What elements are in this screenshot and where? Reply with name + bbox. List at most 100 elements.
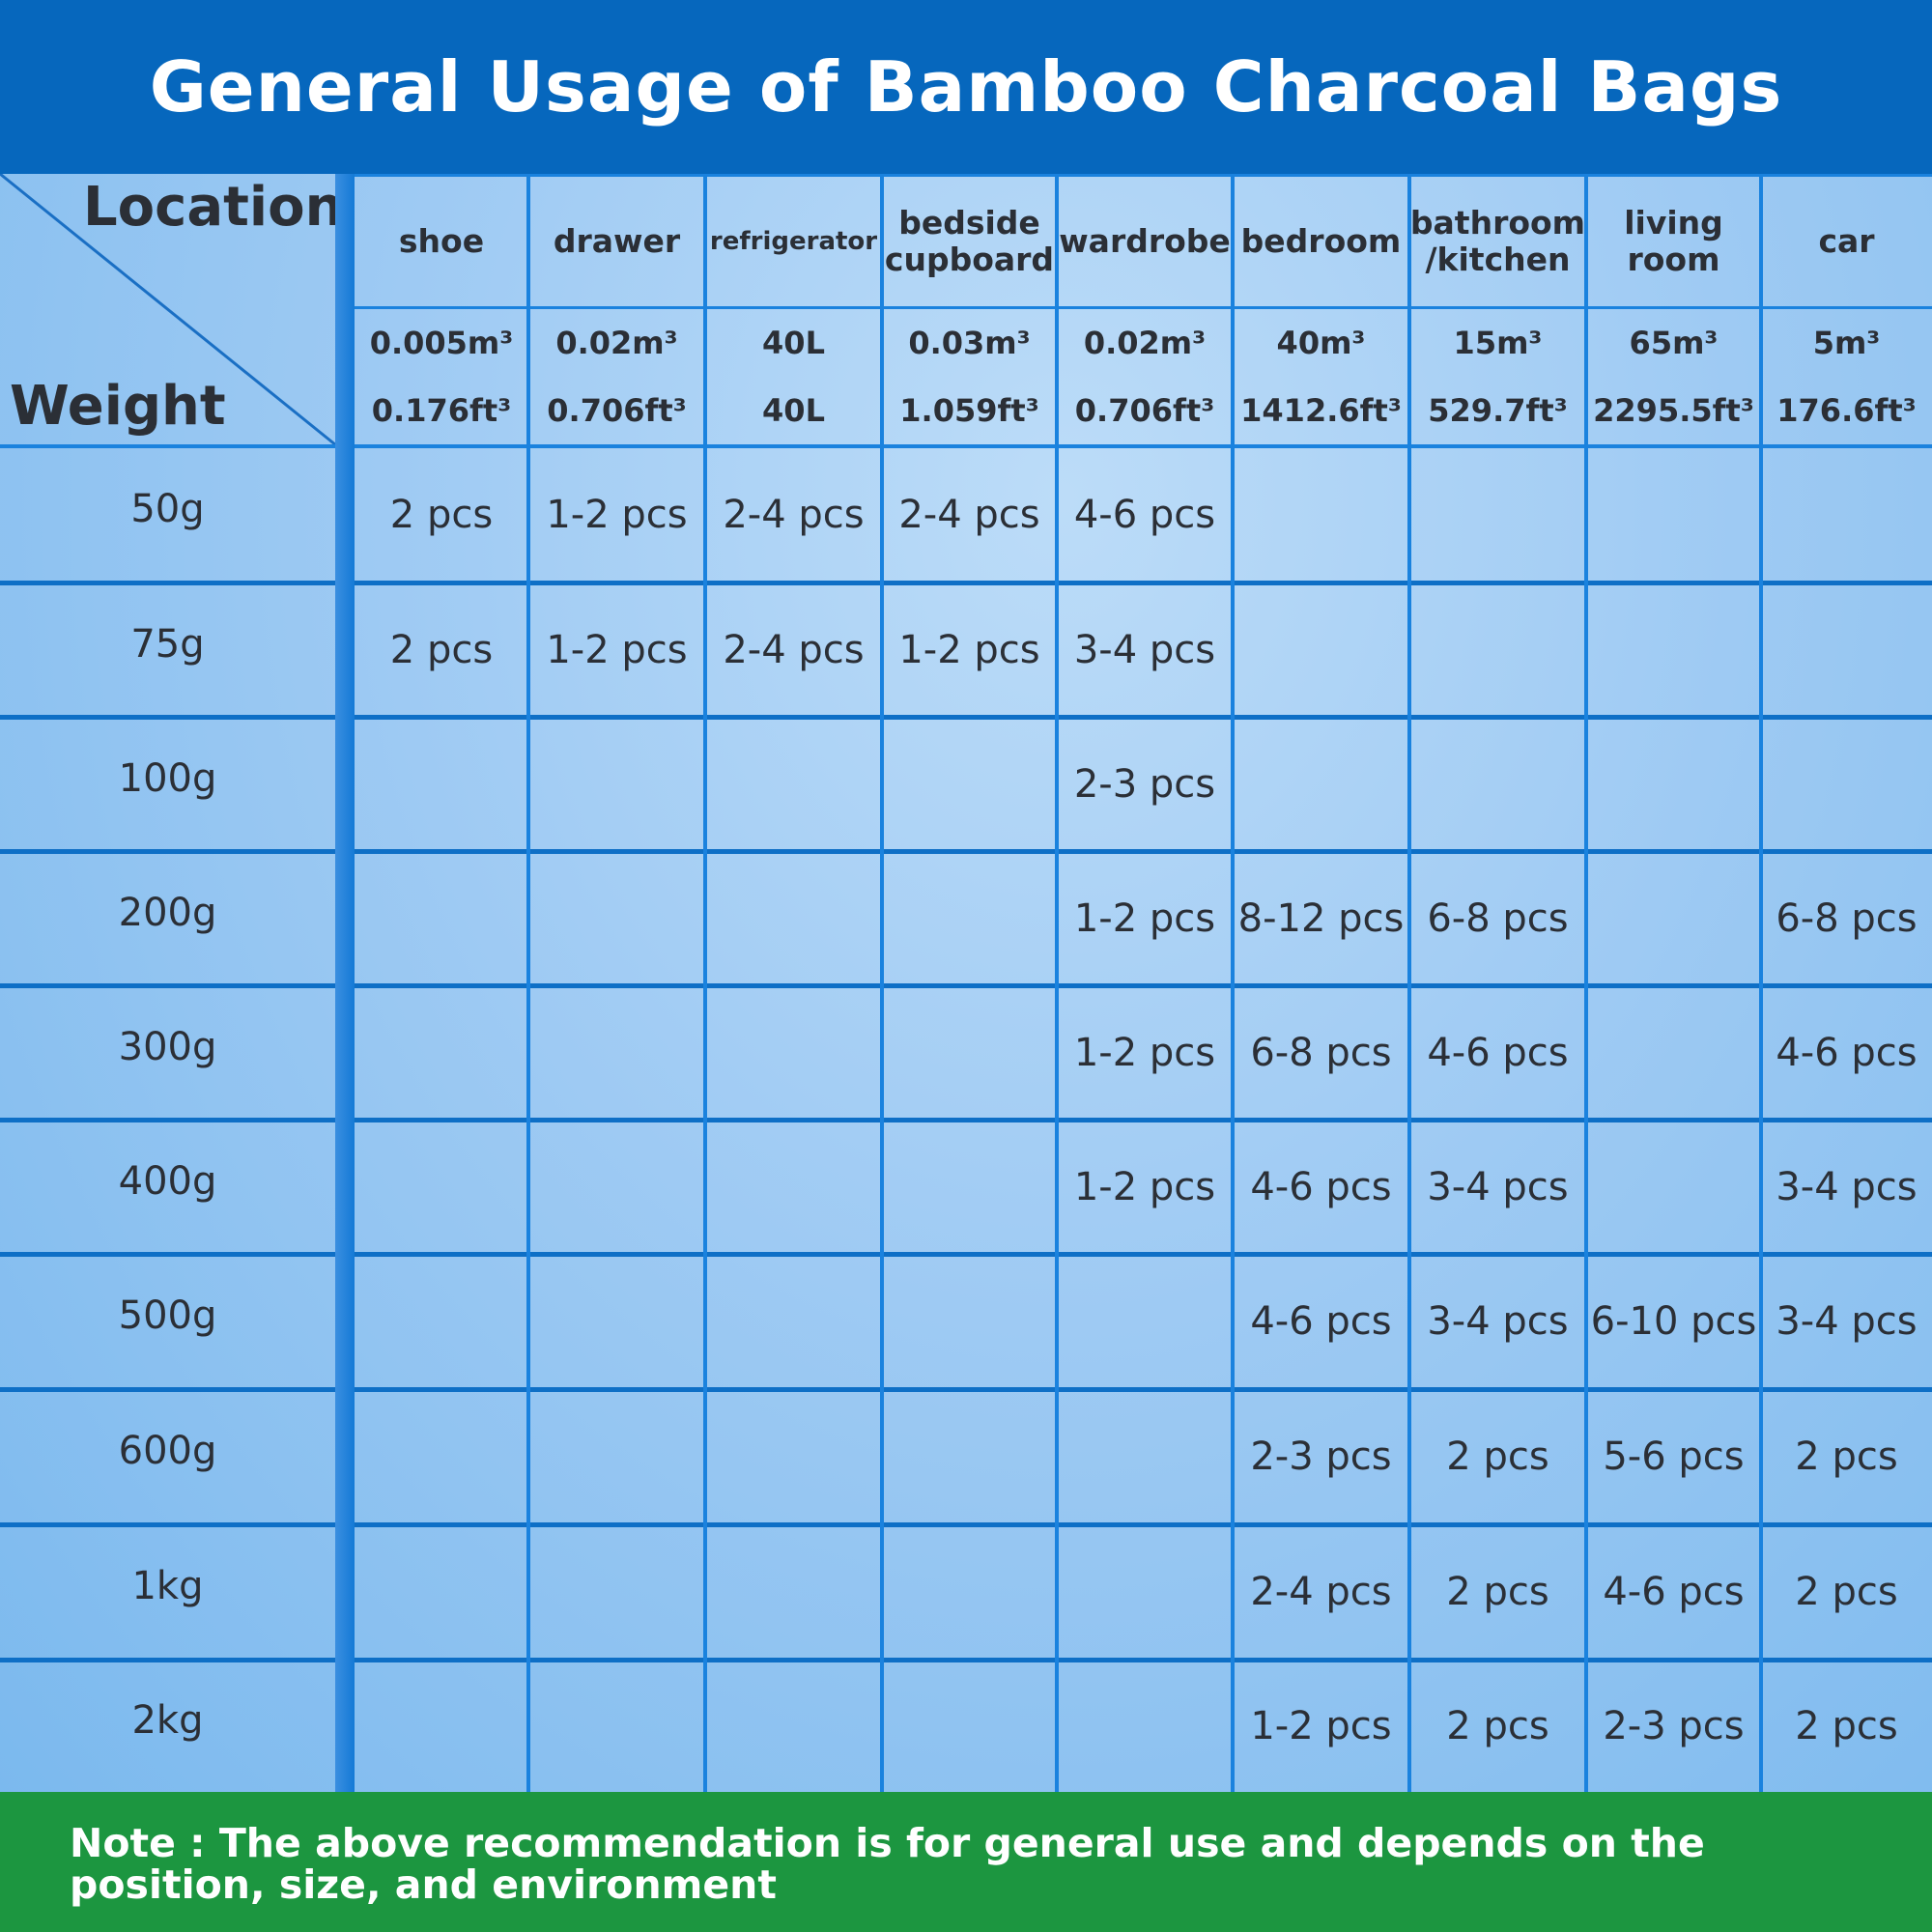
table-cell (1761, 582, 1932, 717)
table-cell (882, 1660, 1057, 1792)
column-divider (526, 174, 530, 1792)
usage-table: Location Weight shoe 0.005m³ 0.176ft³ drawe… (0, 174, 1932, 1792)
table-cell (528, 985, 705, 1120)
column-divider (1231, 174, 1235, 1792)
volume-metric-6: 15m³ (1453, 325, 1543, 361)
row-divider (0, 1387, 1932, 1392)
table-cell (355, 1389, 528, 1524)
table-cell (882, 1524, 1057, 1660)
table-cell (528, 1120, 705, 1254)
corner-rule (0, 444, 338, 448)
table-cell: 2 pcs (1446, 1570, 1549, 1614)
location-name-line1: wardrobe (1059, 221, 1231, 260)
table-cell: 2 pcs (1795, 1435, 1898, 1479)
table-cell (882, 851, 1057, 985)
table-cell (1057, 1389, 1233, 1524)
table-cell (1761, 717, 1932, 851)
row-divider (0, 715, 1932, 720)
header-rule (353, 306, 1932, 309)
weight-label: 2kg (131, 1697, 204, 1743)
table-cell: 3-4 pcs (1427, 1164, 1569, 1209)
volume-imperial-3: 1.059ft³ (899, 392, 1039, 429)
table-cell (705, 1524, 882, 1660)
table-cell: 1-2 pcs (546, 493, 688, 537)
table-cell (528, 1660, 705, 1792)
volume-imperial-2: 40L (762, 392, 825, 429)
location-name-line2: room (1627, 240, 1720, 278)
table-cell (882, 985, 1057, 1120)
table-cell (882, 1120, 1057, 1254)
row-divider (0, 581, 1932, 585)
corner-location-label: Location (83, 176, 344, 239)
table-cell: 4-6 pcs (1073, 493, 1216, 537)
location-header-6: bathroom/kitchen (1409, 176, 1586, 306)
table-cell: 2-3 pcs (1603, 1703, 1745, 1748)
row-divider (0, 1658, 1932, 1662)
weight-label: 100g (118, 755, 217, 801)
table-cell: 6-8 pcs (1776, 895, 1918, 941)
table-cell (1586, 985, 1761, 1120)
table-cell (705, 851, 882, 985)
table-cell (528, 1254, 705, 1389)
table-cell: 1-2 pcs (1073, 895, 1216, 941)
volume-metric-8: 5m³ (1812, 325, 1881, 361)
table-cell (1233, 447, 1409, 582)
table-cell (1586, 447, 1761, 582)
table-cell: 2 pcs (389, 627, 494, 672)
table-cell (1586, 851, 1761, 985)
table-cell: 2 pcs (1795, 1570, 1898, 1614)
table-cell: 2-4 pcs (898, 493, 1040, 537)
table-cell: 2-4 pcs (1250, 1570, 1392, 1614)
note-banner: Note : The above recommendation is for g… (0, 1792, 1932, 1932)
header-rule (353, 174, 1932, 177)
volume-metric-2: 40L (762, 325, 825, 361)
weight-label: 50g (130, 487, 205, 531)
weight-label: 1kg (131, 1564, 204, 1608)
table-cell: 4-6 pcs (1603, 1570, 1745, 1614)
location-name-line1: refrigerator (709, 226, 878, 256)
table-cell (355, 985, 528, 1120)
table-cell (355, 1120, 528, 1254)
table-cell (882, 1389, 1057, 1524)
column-divider (703, 174, 707, 1792)
header-rule (353, 444, 1932, 448)
location-header-4: wardrobe (1057, 176, 1233, 306)
table-cell: 2-4 pcs (723, 627, 865, 672)
table-cell: 2-3 pcs (1250, 1435, 1392, 1479)
table-cell (1409, 717, 1586, 851)
volume-imperial-5: 1412.6ft³ (1240, 392, 1402, 429)
weight-column-divider (335, 174, 355, 1792)
table-cell (1057, 1660, 1233, 1792)
row-divider (0, 1522, 1932, 1527)
column-divider (1407, 174, 1411, 1792)
table-cell (1586, 1120, 1761, 1254)
table-cell (355, 717, 528, 851)
table-cell (528, 1524, 705, 1660)
volume-metric-4: 0.02m³ (1083, 325, 1207, 361)
table-cell: 2 pcs (1446, 1435, 1549, 1479)
weight-label: 75g (130, 621, 205, 667)
volume-imperial-7: 2295.5ft³ (1593, 392, 1754, 429)
location-header-2: refrigerator (705, 176, 882, 306)
volume-imperial-6: 529.7ft³ (1428, 392, 1568, 429)
row-divider (0, 1118, 1932, 1122)
table-cell (1586, 717, 1761, 851)
location-header-5: bedroom (1233, 176, 1409, 306)
table-cell: 5-6 pcs (1603, 1435, 1745, 1479)
note-text: Note : The above recommendation is for g… (70, 1820, 1705, 1908)
table-cell: 6-10 pcs (1590, 1299, 1757, 1344)
table-cell (705, 1660, 882, 1792)
column-divider (880, 174, 884, 1792)
table-cell: 3-4 pcs (1073, 627, 1216, 672)
table-cell: 8-12 pcs (1237, 895, 1405, 941)
location-name-line1: shoe (398, 221, 485, 260)
volume-imperial-4: 0.706ft³ (1074, 392, 1215, 429)
column-divider (1584, 174, 1588, 1792)
table-cell (1586, 582, 1761, 717)
table-cell: 3-4 pcs (1427, 1299, 1569, 1344)
location-name-line1: living (1624, 203, 1723, 242)
table-cell: 2 pcs (389, 493, 494, 537)
table-cell (355, 1524, 528, 1660)
location-name-line2: /kitchen (1425, 240, 1571, 278)
table-cell (882, 1254, 1057, 1389)
